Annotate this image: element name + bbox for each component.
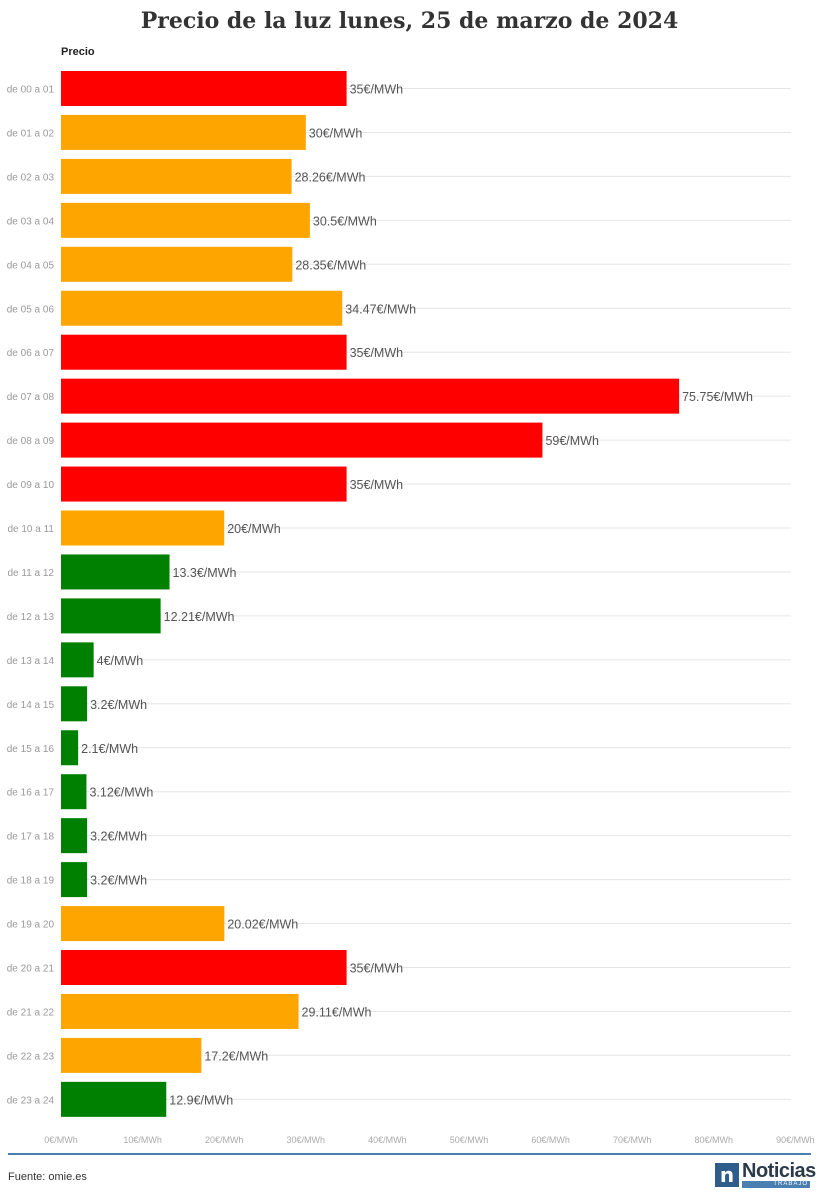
value-label: 12.21€/MWh	[164, 610, 235, 624]
footer-divider	[8, 1153, 811, 1155]
value-label: 3.2€/MWh	[90, 698, 147, 712]
bar	[61, 598, 161, 634]
bar	[61, 774, 87, 810]
x-tick-label: 70€/MWh	[613, 1135, 652, 1145]
bar	[61, 422, 543, 458]
value-label: 30€/MWh	[309, 126, 363, 140]
category-label: de 17 a 18	[7, 832, 55, 843]
x-tick-label: 30€/MWh	[287, 1135, 326, 1145]
logo-mark-icon: n	[715, 1163, 739, 1187]
logo-subtitle: TRABAJO	[742, 1181, 810, 1188]
bar	[61, 818, 88, 854]
bar	[61, 158, 292, 194]
bar	[61, 1081, 167, 1117]
value-label: 2.1€/MWh	[81, 742, 138, 756]
publisher-logo: n Noticias TRABAJO	[715, 1160, 816, 1188]
category-label: de 05 a 06	[7, 304, 55, 315]
value-label: 4€/MWh	[97, 654, 144, 668]
bar	[61, 730, 79, 766]
category-label: de 02 a 03	[7, 172, 55, 183]
value-label: 29.11€/MWh	[302, 1005, 372, 1019]
bar	[61, 686, 88, 722]
value-label: 17.2€/MWh	[204, 1049, 268, 1063]
category-label: de 11 a 12	[7, 568, 54, 579]
category-label: de 09 a 10	[7, 480, 55, 491]
value-label: 34.47€/MWh	[345, 302, 416, 316]
category-label: de 12 a 13	[7, 612, 55, 623]
x-tick-label: 50€/MWh	[450, 1135, 489, 1145]
bar	[61, 290, 343, 326]
category-label: de 23 a 24	[7, 1095, 55, 1106]
category-label: de 16 a 17	[7, 788, 55, 799]
x-tick-label: 10€/MWh	[123, 1135, 162, 1145]
value-label: 3.2€/MWh	[90, 830, 147, 844]
category-label: de 04 a 05	[7, 260, 55, 271]
value-label: 3.2€/MWh	[90, 874, 147, 888]
category-label: de 15 a 16	[7, 744, 55, 755]
x-tick-label: 20€/MWh	[205, 1135, 244, 1145]
value-label: 20€/MWh	[227, 522, 281, 536]
category-label: de 06 a 07	[7, 348, 55, 359]
category-label: de 01 a 02	[7, 128, 55, 139]
category-label: de 08 a 09	[7, 436, 55, 447]
bar	[61, 334, 347, 370]
bar	[61, 1037, 202, 1073]
value-label: 35€/MWh	[350, 83, 404, 97]
category-label: de 19 a 20	[7, 920, 55, 931]
bar	[61, 993, 299, 1029]
category-label: de 13 a 14	[7, 656, 55, 667]
bar	[61, 862, 88, 898]
category-label: de 10 a 11	[7, 524, 54, 535]
value-label: 28.35€/MWh	[295, 258, 366, 272]
value-label: 35€/MWh	[350, 346, 404, 360]
value-label: 30.5€/MWh	[313, 214, 377, 228]
source-note: Fuente: omie.es	[8, 1171, 87, 1183]
bar	[61, 71, 347, 106]
bar	[61, 554, 170, 590]
value-label: 59€/MWh	[545, 434, 599, 448]
bar	[61, 246, 293, 282]
x-tick-label: 40€/MWh	[368, 1135, 407, 1145]
logo-wordmark: Noticias	[742, 1160, 816, 1182]
bar	[61, 202, 310, 238]
value-label: 75.75€/MWh	[682, 390, 753, 404]
category-label: de 18 a 19	[7, 876, 55, 887]
series-label: Precio	[61, 46, 95, 58]
bar	[61, 466, 347, 502]
bar	[61, 642, 94, 678]
bar	[61, 510, 225, 546]
category-label: de 20 a 21	[7, 964, 55, 975]
x-tick-label: 90€/MWh	[776, 1135, 815, 1145]
value-label: 28.26€/MWh	[295, 170, 366, 184]
bar	[61, 114, 306, 150]
value-label: 35€/MWh	[350, 962, 404, 976]
category-label: de 21 a 22	[7, 1007, 55, 1018]
bar	[61, 378, 680, 414]
category-label: de 03 a 04	[7, 216, 55, 227]
value-label: 3.12€/MWh	[89, 786, 153, 800]
x-tick-label: 60€/MWh	[531, 1135, 570, 1145]
chart-title: Precio de la luz lunes, 25 de marzo de 2…	[140, 8, 679, 34]
value-label: 13.3€/MWh	[173, 566, 237, 580]
category-label: de 00 a 01	[7, 85, 55, 96]
category-label: de 07 a 08	[7, 392, 55, 403]
bar	[61, 950, 347, 985]
bar	[61, 906, 225, 942]
value-label: 12.9€/MWh	[169, 1093, 233, 1107]
x-tick-label: 80€/MWh	[695, 1135, 734, 1145]
bar-chart: de 00 a 01 35€/MWh de 01 a 02 30€/MWh de 02 …	[7, 71, 815, 1145]
value-label: 20.02€/MWh	[227, 918, 298, 932]
category-label: de 14 a 15	[7, 700, 55, 711]
value-label: 35€/MWh	[350, 478, 404, 492]
category-label: de 22 a 23	[7, 1051, 55, 1062]
x-tick-label: 0€/MWh	[44, 1135, 78, 1145]
